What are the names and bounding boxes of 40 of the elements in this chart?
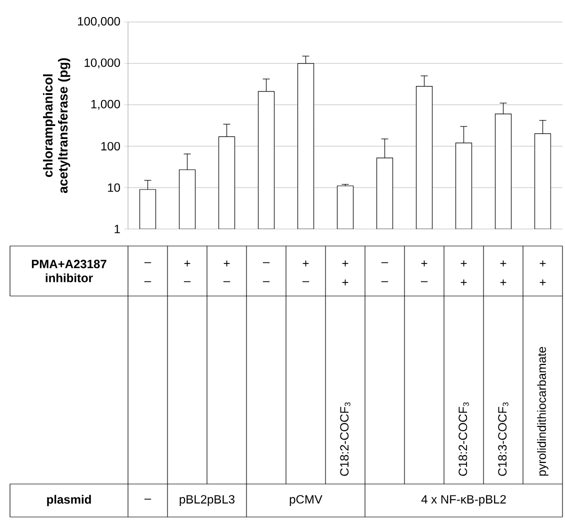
text: – [144, 498, 152, 500]
text: + [500, 280, 506, 286]
text: 4 x NF-κB-pBL2 [421, 495, 506, 506]
text: – [302, 281, 310, 282]
text: + [540, 260, 546, 266]
text: PMA+A23187 [32, 260, 106, 268]
text: – [144, 281, 152, 282]
text: – [381, 262, 388, 264]
text: – [223, 281, 230, 282]
text: – [184, 281, 191, 282]
text: C18:2-COCF$_{3}$ [340, 402, 350, 476]
text: pBL2pBL3 [180, 495, 234, 506]
text: – [262, 262, 270, 264]
y-tick-label: 100 [101, 142, 120, 150]
y-tick-label: 10,000 [84, 58, 120, 68]
text: – [381, 281, 388, 282]
y-tick-label: 100,000 [78, 17, 120, 27]
text: + [421, 260, 428, 266]
text: plasmid [47, 494, 91, 506]
y-tick-label: 10 [108, 183, 120, 192]
text: + [540, 280, 546, 286]
text: + [224, 260, 230, 266]
text: + [302, 260, 309, 266]
y-axis-title: chloramphanicol acetyltransferase (pg) [43, 58, 70, 194]
text: – [420, 281, 428, 282]
text: – [262, 281, 270, 282]
text: + [342, 280, 348, 286]
text: C18:2-COCF$_{3}$ [458, 402, 469, 476]
y-tick-label: 1,000 [91, 100, 120, 110]
text: + [500, 260, 506, 266]
text: + [460, 280, 467, 286]
text: C18:3-COCF$_{3}$ [498, 402, 508, 476]
y-tick-label: 1 [114, 224, 120, 234]
text: inhibitor [46, 273, 93, 282]
text: – [144, 262, 152, 264]
text: + [342, 260, 348, 266]
text: pCMV [290, 495, 322, 506]
text: + [184, 260, 190, 266]
text: + [460, 260, 467, 266]
text: pyrolidindithiocarbamate [537, 346, 548, 476]
